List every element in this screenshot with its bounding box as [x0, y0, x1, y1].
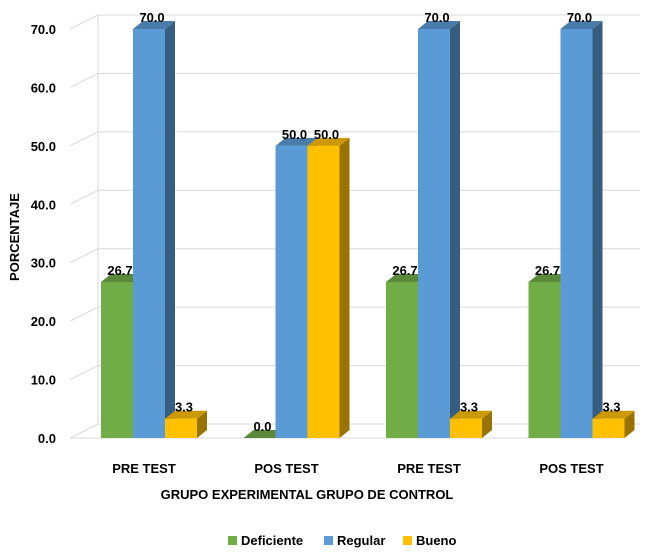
x-tick-label: PRE TEST — [397, 461, 461, 476]
data-label: 26.7 — [535, 263, 560, 278]
bar-top — [243, 430, 286, 438]
legend-item-bueno: Bueno — [403, 533, 457, 548]
x-axis: PRE TEST POS TEST PRE TEST POS TEST — [112, 461, 603, 476]
bar-top — [101, 273, 143, 282]
bar-side — [450, 21, 460, 438]
gridlines — [69, 14, 640, 439]
bar-regular — [133, 21, 175, 438]
gridline-depth — [69, 189, 99, 205]
y-tick-label: 50.0 — [31, 139, 56, 154]
legend-item-deficiente: Deficiente — [228, 533, 303, 548]
bar-front — [307, 145, 340, 438]
y-tick-label: 10.0 — [31, 373, 56, 388]
data-label: 0.0 — [253, 419, 271, 434]
y-tick-label: 20.0 — [31, 314, 56, 329]
bar-front — [275, 145, 308, 438]
bar-deficiente — [243, 430, 286, 438]
bar-top — [560, 21, 603, 29]
bar-side — [482, 410, 492, 438]
data-label: 70.0 — [139, 10, 164, 25]
legend-label: Regular — [337, 533, 385, 548]
x-tick-label: POS TEST — [254, 461, 318, 476]
bar-side — [624, 410, 635, 438]
bar-front — [386, 281, 418, 438]
x-axis-title: GRUPO EXPERIMENTAL GRUPO DE CONTROL — [161, 487, 454, 502]
bar-side — [165, 21, 175, 438]
bar-front — [528, 281, 561, 438]
bar-regular — [560, 21, 603, 438]
bar-front — [418, 29, 450, 438]
bar-top — [386, 273, 428, 282]
bar-front — [592, 418, 625, 438]
data-labels: 26.7 70.0 3.3 0.0 50.0 50.0 26.7 70.0 3.3 26.7 70.… — [107, 10, 620, 434]
gridline-depth — [69, 423, 99, 439]
gridline-depth — [69, 131, 99, 147]
bar-bueno — [592, 410, 635, 438]
gridline-depth — [69, 248, 99, 264]
bar-front — [133, 29, 165, 438]
legend-label: Bueno — [416, 533, 457, 548]
bar-side — [592, 21, 603, 438]
bar-front — [560, 29, 593, 438]
bar-top — [307, 137, 350, 146]
bar-side — [339, 137, 350, 438]
bar-top — [165, 410, 207, 419]
y-tick-label: 70.0 — [31, 22, 56, 37]
bar-bueno — [307, 137, 350, 438]
bar-front — [165, 418, 197, 438]
x-tick-label: POS TEST — [539, 461, 603, 476]
bar-regular — [418, 21, 460, 438]
x-tick-label: PRE TEST — [112, 461, 176, 476]
bar-top — [133, 21, 175, 29]
data-label: 70.0 — [567, 10, 592, 25]
data-label: 3.3 — [602, 400, 620, 415]
legend-swatch — [228, 536, 237, 545]
y-tick-label: 0.0 — [38, 431, 56, 446]
bar-bueno — [450, 410, 492, 438]
legend-swatch — [403, 536, 412, 545]
data-label: 26.7 — [107, 263, 132, 278]
y-tick-label: 60.0 — [31, 80, 56, 95]
y-tick-label: 40.0 — [31, 197, 56, 212]
bars — [101, 21, 635, 438]
gridline-depth — [69, 72, 99, 88]
bar-top — [592, 410, 635, 419]
gridline-depth — [69, 14, 99, 30]
bar-top — [418, 21, 460, 29]
data-label: 3.3 — [460, 400, 478, 415]
legend-swatch — [324, 536, 333, 545]
bar-top — [450, 410, 492, 419]
bar-top — [275, 137, 318, 146]
data-label: 3.3 — [175, 400, 193, 415]
bar-front — [101, 281, 133, 438]
data-label: 26.7 — [392, 263, 417, 278]
y-tick-label: 30.0 — [31, 256, 56, 271]
legend-item-regular: Regular — [324, 533, 385, 548]
gridline-depth — [69, 306, 99, 322]
data-label: 50.0 — [314, 127, 339, 142]
bar-bueno — [165, 410, 207, 438]
bar-top — [528, 273, 571, 282]
data-label: 50.0 — [282, 127, 307, 142]
gridline-depth — [69, 365, 99, 381]
bar-side — [197, 410, 207, 438]
y-axis-title: PORCENTAJE — [7, 193, 22, 281]
data-label: 70.0 — [424, 10, 449, 25]
y-axis: 0.0 10.0 20.0 30.0 40.0 50.0 60.0 70.0 — [31, 22, 56, 446]
legend-label: Deficiente — [241, 533, 303, 548]
legend: Deficiente Regular Bueno — [228, 533, 457, 548]
bar-front — [450, 418, 482, 438]
